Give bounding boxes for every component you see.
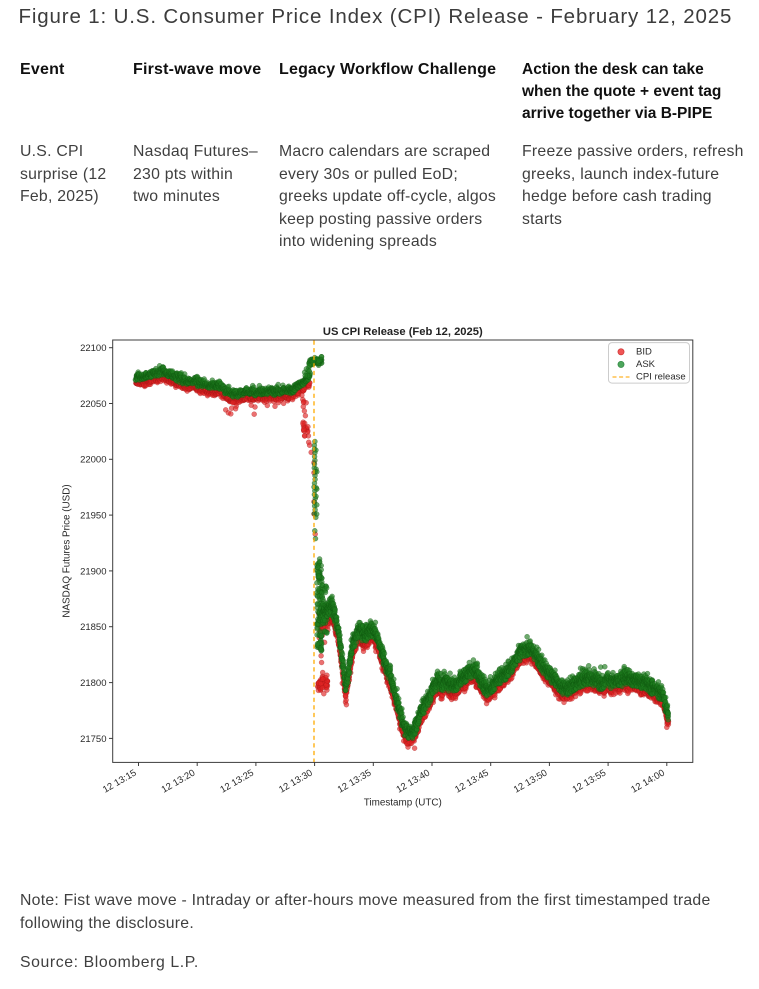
svg-text:21750: 21750	[80, 734, 106, 745]
svg-text:12 13:30: 12 13:30	[277, 768, 315, 796]
svg-text:21950: 21950	[80, 511, 106, 522]
svg-text:12 13:55: 12 13:55	[571, 768, 609, 796]
svg-text:12 13:40: 12 13:40	[394, 768, 432, 796]
svg-text:12 13:20: 12 13:20	[160, 768, 198, 796]
svg-text:22050: 22050	[80, 399, 106, 410]
svg-text:12 13:35: 12 13:35	[336, 768, 374, 796]
svg-text:22100: 22100	[80, 343, 106, 354]
svg-text:12 13:50: 12 13:50	[512, 768, 550, 796]
svg-text:12 13:15: 12 13:15	[101, 768, 139, 796]
svg-text:NASDAQ Futures Price (USD): NASDAQ Futures Price (USD)	[62, 484, 73, 617]
svg-text:21900: 21900	[80, 566, 106, 577]
svg-text:22000: 22000	[80, 455, 106, 466]
svg-text:Timestamp (UTC): Timestamp (UTC)	[364, 798, 442, 809]
svg-text:21800: 21800	[80, 678, 106, 689]
svg-text:12 13:25: 12 13:25	[218, 768, 256, 796]
svg-text:12 14:00: 12 14:00	[629, 768, 667, 796]
svg-text:21850: 21850	[80, 622, 106, 633]
svg-text:US CPI Release (Feb 12, 2025): US CPI Release (Feb 12, 2025)	[323, 326, 483, 338]
svg-text:12 13:45: 12 13:45	[453, 768, 491, 796]
